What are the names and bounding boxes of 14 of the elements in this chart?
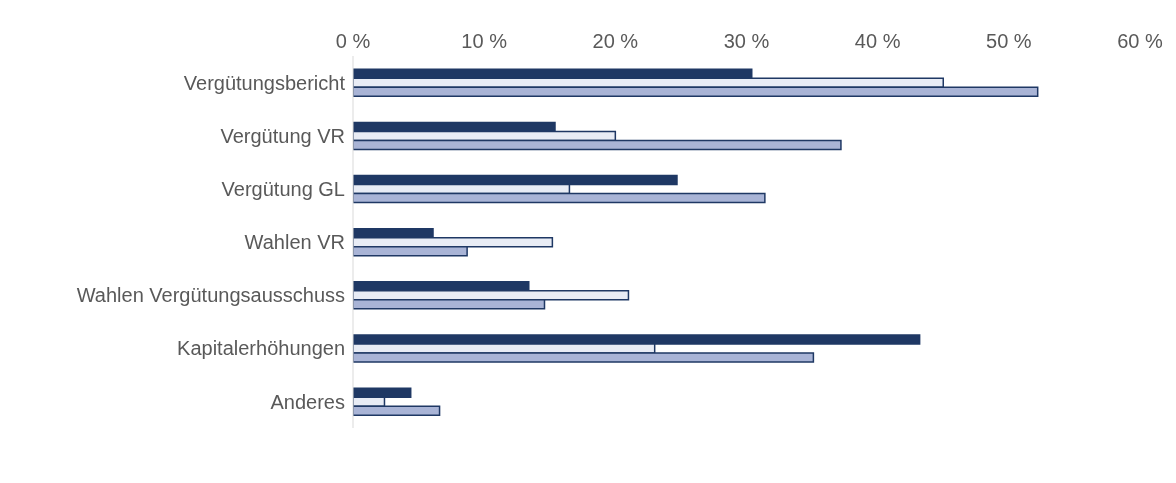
y-tick-label: Wahlen VR <box>244 231 345 254</box>
x-tick-label: 40 % <box>854 30 901 52</box>
y-tick-label: Vergütung GL <box>221 177 345 200</box>
y-tick-label: Wahlen Vergütungsausschuss <box>76 284 345 307</box>
y-tick-label: Vergütung VR <box>220 124 345 147</box>
x-tick-label: 60 % <box>1117 30 1164 52</box>
x-tick-label: 30 % <box>723 30 770 52</box>
y-tick-label: Vergütungsbericht <box>183 71 346 94</box>
x-tick-label: 10 % <box>461 30 508 52</box>
x-tick-label: 20 % <box>592 30 639 52</box>
y-tick-label: Anderes <box>270 390 345 413</box>
y-tick-label: Kapitalerhöhungen <box>177 337 345 360</box>
x-tick-label: 0 % <box>335 30 371 52</box>
x-tick-label: 50 % <box>986 30 1032 52</box>
